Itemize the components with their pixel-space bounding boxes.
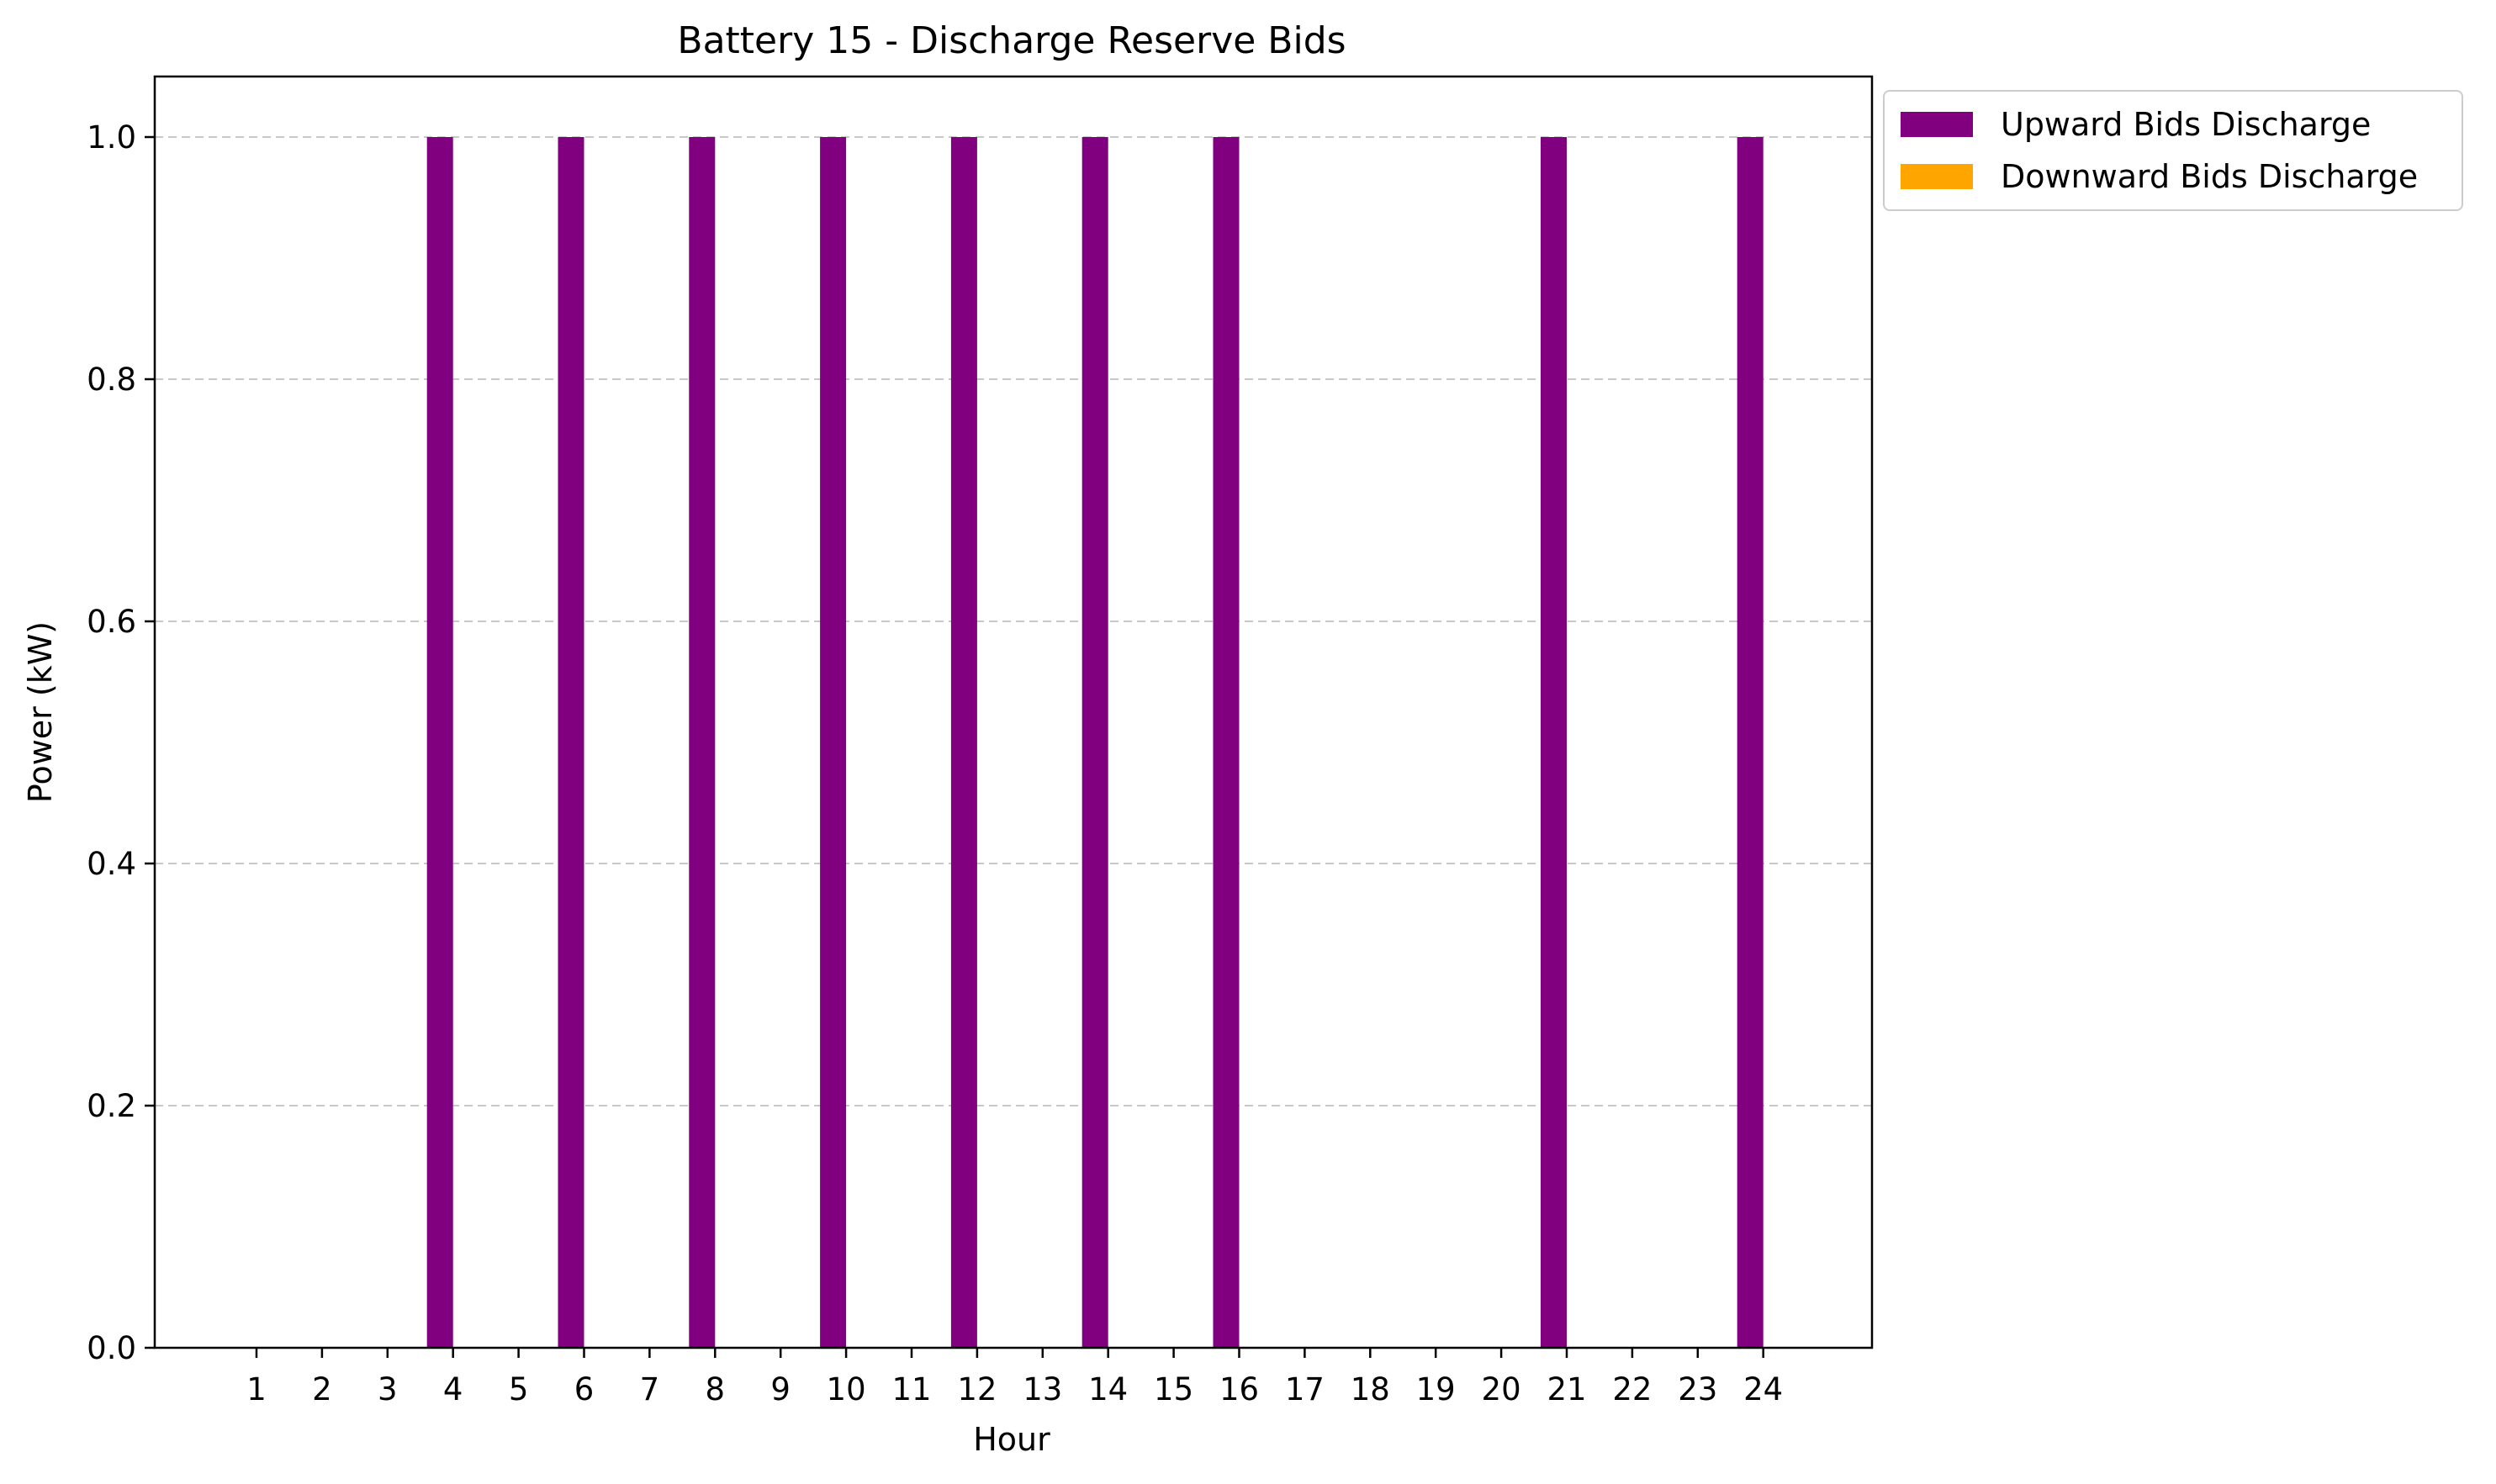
bar-upward-16	[1213, 137, 1240, 1348]
x-tick-label: 21	[1547, 1371, 1586, 1407]
x-axis-label: Hour	[973, 1421, 1050, 1458]
x-tick-label: 9	[770, 1371, 791, 1407]
x-tick-label: 24	[1743, 1371, 1783, 1407]
legend: Upward Bids Discharge Downward Bids Disc…	[1883, 90, 2463, 211]
y-axis: 0.0 0.2 0.4 0.6 0.8 1.0	[87, 119, 155, 1366]
x-tick-label: 13	[1023, 1371, 1062, 1407]
bars	[426, 137, 1764, 1348]
bar-upward-21	[1541, 137, 1567, 1348]
bar-upward-24	[1737, 137, 1764, 1348]
bar-upward-4	[426, 137, 453, 1348]
x-tick-label: 15	[1154, 1371, 1193, 1407]
y-tick-label: 0.2	[87, 1088, 136, 1124]
x-tick-label: 10	[827, 1371, 866, 1407]
x-tick-label: 2	[312, 1371, 332, 1407]
bar-upward-6	[558, 137, 584, 1348]
x-tick-label: 19	[1416, 1371, 1456, 1407]
x-tick-label: 14	[1088, 1371, 1128, 1407]
y-tick-label: 0.8	[87, 362, 136, 398]
legend-label-upward: Upward Bids Discharge	[2001, 106, 2371, 143]
x-axis: 1 2 3 4 5 6 7 8 9 10 11 12 13 14 15 16 17 18 19 20 21 22 23 24	[246, 1348, 1783, 1407]
bar-upward-8	[689, 137, 716, 1348]
x-tick-label: 20	[1482, 1371, 1521, 1407]
x-tick-label: 5	[509, 1371, 529, 1407]
y-tick-label: 0.0	[87, 1330, 136, 1366]
x-tick-label: 18	[1351, 1371, 1390, 1407]
x-tick-label: 1	[246, 1371, 267, 1407]
x-tick-label: 11	[891, 1371, 931, 1407]
chart-title: Battery 15 - Discharge Reserve Bids	[677, 19, 1346, 62]
legend-swatch-downward	[1901, 164, 1973, 189]
y-axis-label: Power (kW)	[22, 621, 59, 803]
x-tick-label: 7	[640, 1371, 660, 1407]
x-tick-label: 22	[1612, 1371, 1652, 1407]
legend-box	[1883, 90, 2463, 211]
x-tick-label: 12	[957, 1371, 997, 1407]
plot-area-frame	[153, 75, 1874, 1349]
x-tick-label: 17	[1285, 1371, 1325, 1407]
x-tick-label: 4	[443, 1371, 463, 1407]
x-tick-label: 8	[706, 1371, 726, 1407]
x-tick-label: 3	[378, 1371, 398, 1407]
x-tick-label: 16	[1219, 1371, 1259, 1407]
bar-upward-10	[820, 137, 847, 1348]
legend-label-downward: Downward Bids Discharge	[2001, 158, 2418, 195]
y-tick-label: 0.4	[87, 846, 136, 882]
y-tick-label: 0.6	[87, 604, 136, 640]
legend-swatch-upward	[1901, 112, 1973, 137]
x-tick-label: 23	[1678, 1371, 1717, 1407]
y-tick-label: 1.0	[87, 119, 136, 156]
bar-upward-14	[1081, 137, 1108, 1348]
x-tick-label: 6	[574, 1371, 595, 1407]
bar-upward-12	[950, 137, 977, 1348]
